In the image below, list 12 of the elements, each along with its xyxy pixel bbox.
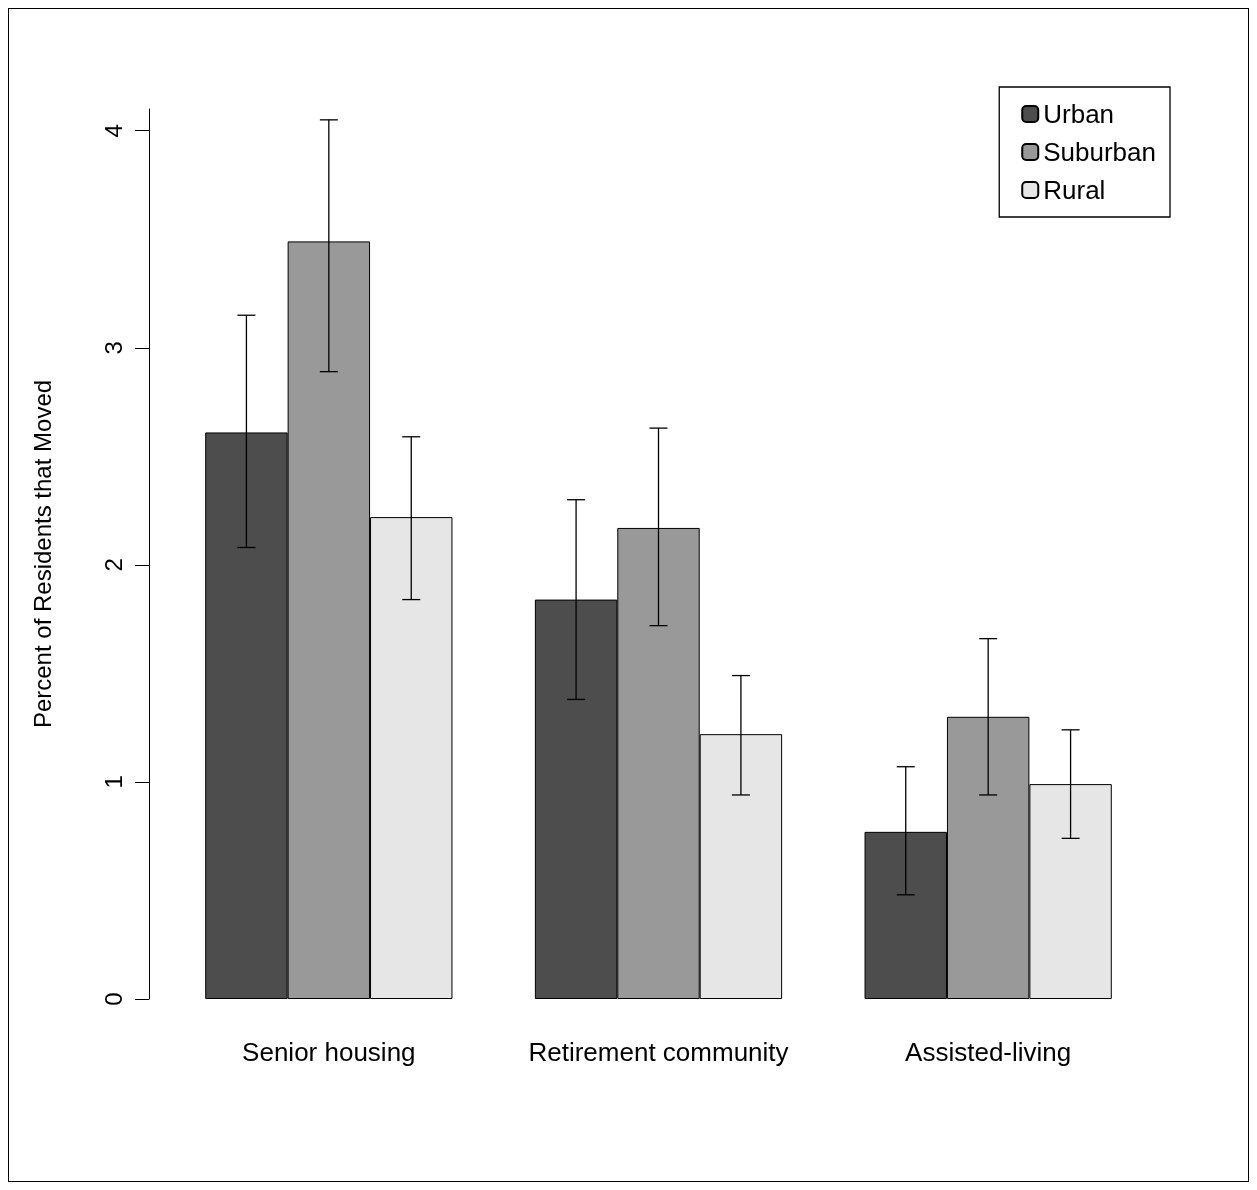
y-tick-label: 2 <box>99 558 127 572</box>
legend-label: Rural <box>1043 175 1106 205</box>
y-axis-title: Percent of Residents that Moved <box>28 379 56 729</box>
legend-label: Urban <box>1043 99 1115 129</box>
x-tick-label: Assisted-living <box>905 1037 1072 1067</box>
y-tick-label: 0 <box>99 992 127 1006</box>
x-tick-label: Senior housing <box>242 1037 416 1067</box>
x-tick-label: Retirement community <box>528 1037 789 1067</box>
y-tick-label: 4 <box>99 124 127 138</box>
legend-label: Suburban <box>1043 137 1157 167</box>
y-tick-label: 3 <box>99 341 127 355</box>
y-tick-label: 1 <box>99 775 127 789</box>
